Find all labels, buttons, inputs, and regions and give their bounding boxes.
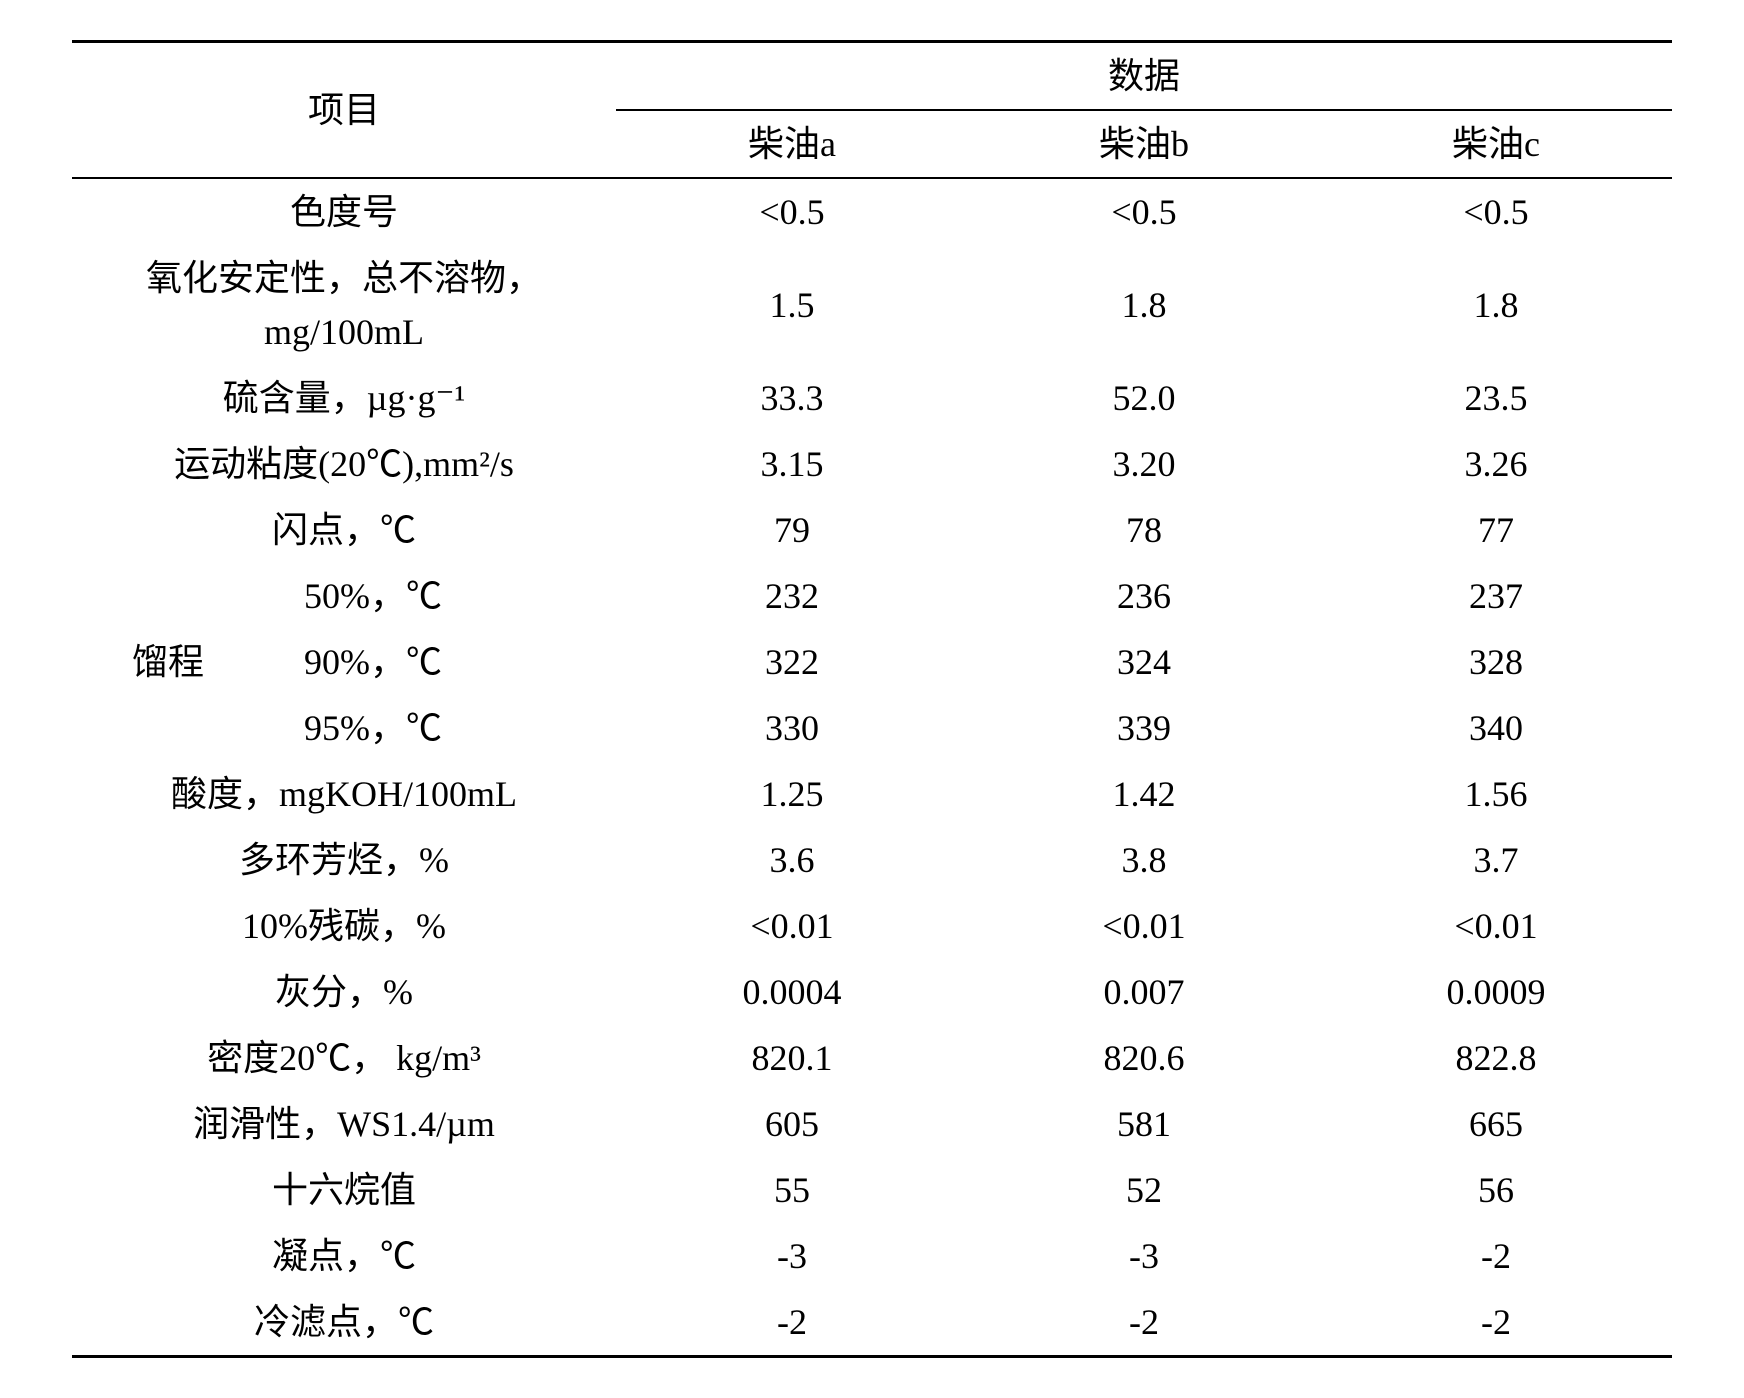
- header-sub-a: 柴油a: [616, 110, 968, 178]
- cell-value: <0.01: [616, 893, 968, 959]
- cell-value: 328: [1320, 629, 1672, 695]
- cell-value: 340: [1320, 695, 1672, 761]
- cell-value: 1.25: [616, 761, 968, 827]
- row-label: 10%残碳，%: [72, 893, 616, 959]
- row-label: 氧化安定性，总不溶物，mg/100mL: [72, 245, 616, 365]
- table-row: 多环芳烃，%3.63.83.7: [72, 827, 1672, 893]
- row-label: 色度号: [72, 178, 616, 245]
- cell-value: 581: [968, 1091, 1320, 1157]
- row-label: 冷滤点，℃: [72, 1289, 616, 1357]
- cell-value: 1.8: [1320, 245, 1672, 365]
- cell-value: 820.6: [968, 1025, 1320, 1091]
- table-row: 密度20℃， kg/m³820.1820.6822.8: [72, 1025, 1672, 1091]
- cell-value: 0.0009: [1320, 959, 1672, 1025]
- cell-value: 324: [968, 629, 1320, 695]
- row-label: 多环芳烃，%: [72, 827, 616, 893]
- cell-value: 822.8: [1320, 1025, 1672, 1091]
- row-label: 凝点，℃: [72, 1223, 616, 1289]
- cell-value: 0.007: [968, 959, 1320, 1025]
- cell-value: 55: [616, 1157, 968, 1223]
- cell-value: 79: [616, 497, 968, 563]
- cell-value: 3.6: [616, 827, 968, 893]
- cell-value: 33.3: [616, 365, 968, 431]
- cell-value: 322: [616, 629, 968, 695]
- table-row: 色度号<0.5<0.5<0.5: [72, 178, 1672, 245]
- cell-value: 820.1: [616, 1025, 968, 1091]
- cell-value: <0.5: [616, 178, 968, 245]
- cell-value: -2: [1320, 1289, 1672, 1357]
- table-row: 10%残碳，%<0.01<0.01<0.01: [72, 893, 1672, 959]
- table-row: 闪点，℃797877: [72, 497, 1672, 563]
- row-label: 硫含量，µg·g⁻¹: [72, 365, 616, 431]
- row-label: 运动粘度(20℃),mm²/s: [72, 431, 616, 497]
- cell-value: 78: [968, 497, 1320, 563]
- header-sub-b: 柴油b: [968, 110, 1320, 178]
- row-sub-label: 90%，℃: [264, 629, 616, 695]
- cell-value: 236: [968, 563, 1320, 629]
- table-header: 项目 数据 柴油a 柴油b 柴油c: [72, 42, 1672, 179]
- row-label: 润滑性，WS1.4/µm: [72, 1091, 616, 1157]
- cell-value: 3.15: [616, 431, 968, 497]
- row-label: 十六烷值: [72, 1157, 616, 1223]
- table-row: 95%，℃330339340: [72, 695, 1672, 761]
- cell-value: <0.5: [1320, 178, 1672, 245]
- cell-value: 52: [968, 1157, 1320, 1223]
- header-data: 数据: [616, 42, 1672, 111]
- cell-value: 232: [616, 563, 968, 629]
- table-row: 十六烷值555256: [72, 1157, 1672, 1223]
- row-label: 闪点，℃: [72, 497, 616, 563]
- cell-value: 1.5: [616, 245, 968, 365]
- row-sub-label: 50%，℃: [264, 563, 616, 629]
- cell-value: 3.26: [1320, 431, 1672, 497]
- cell-value: 23.5: [1320, 365, 1672, 431]
- row-label: 灰分，%: [72, 959, 616, 1025]
- table-row: 馏程50%，℃232236237: [72, 563, 1672, 629]
- cell-value: 330: [616, 695, 968, 761]
- cell-value: 339: [968, 695, 1320, 761]
- cell-value: 665: [1320, 1091, 1672, 1157]
- cell-value: -3: [968, 1223, 1320, 1289]
- data-table: 项目 数据 柴油a 柴油b 柴油c 色度号<0.5<0.5<0.5氧化安定性，总…: [72, 40, 1672, 1358]
- data-table-container: 项目 数据 柴油a 柴油b 柴油c 色度号<0.5<0.5<0.5氧化安定性，总…: [72, 40, 1672, 1358]
- cell-value: 605: [616, 1091, 968, 1157]
- table-body: 色度号<0.5<0.5<0.5氧化安定性，总不溶物，mg/100mL1.51.8…: [72, 178, 1672, 1357]
- row-label: 酸度，mgKOH/100mL: [72, 761, 616, 827]
- row-sub-label: 95%，℃: [264, 695, 616, 761]
- cell-value: -2: [968, 1289, 1320, 1357]
- table-row: 氧化安定性，总不溶物，mg/100mL1.51.81.8: [72, 245, 1672, 365]
- cell-value: 0.0004: [616, 959, 968, 1025]
- table-row: 灰分，%0.00040.0070.0009: [72, 959, 1672, 1025]
- cell-value: 237: [1320, 563, 1672, 629]
- cell-value: 1.56: [1320, 761, 1672, 827]
- cell-value: 56: [1320, 1157, 1672, 1223]
- cell-value: 77: [1320, 497, 1672, 563]
- cell-value: 3.8: [968, 827, 1320, 893]
- table-row: 润滑性，WS1.4/µm605581665: [72, 1091, 1672, 1157]
- table-row: 酸度，mgKOH/100mL1.251.421.56: [72, 761, 1672, 827]
- cell-value: 1.42: [968, 761, 1320, 827]
- table-row: 冷滤点，℃-2-2-2: [72, 1289, 1672, 1357]
- cell-value: <0.5: [968, 178, 1320, 245]
- table-row: 运动粘度(20℃),mm²/s3.153.203.26: [72, 431, 1672, 497]
- cell-value: 3.20: [968, 431, 1320, 497]
- table-row: 凝点，℃-3-3-2: [72, 1223, 1672, 1289]
- cell-value: -2: [1320, 1223, 1672, 1289]
- row-group-label: 馏程: [72, 563, 264, 761]
- table-row: 90%，℃322324328: [72, 629, 1672, 695]
- cell-value: -3: [616, 1223, 968, 1289]
- table-row: 硫含量，µg·g⁻¹33.352.023.5: [72, 365, 1672, 431]
- row-label: 密度20℃， kg/m³: [72, 1025, 616, 1091]
- cell-value: 52.0: [968, 365, 1320, 431]
- cell-value: 3.7: [1320, 827, 1672, 893]
- cell-value: <0.01: [968, 893, 1320, 959]
- cell-value: <0.01: [1320, 893, 1672, 959]
- header-item: 项目: [72, 42, 616, 179]
- cell-value: -2: [616, 1289, 968, 1357]
- header-sub-c: 柴油c: [1320, 110, 1672, 178]
- cell-value: 1.8: [968, 245, 1320, 365]
